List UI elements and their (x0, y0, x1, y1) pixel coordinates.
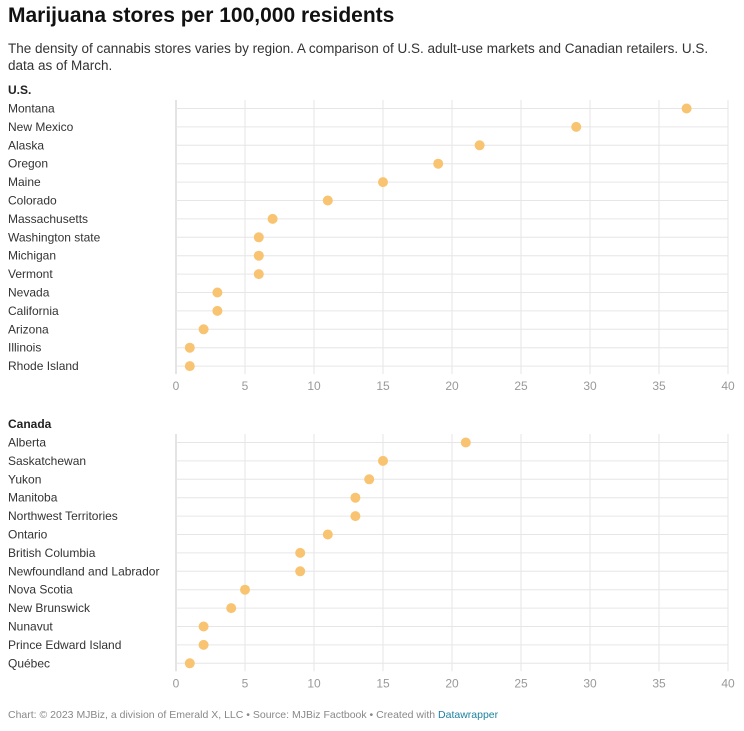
panel-title-canada: Canada (8, 417, 52, 431)
category-label: Newfoundland and Labrador (8, 564, 159, 578)
chart-title: Marijuana stores per 100,000 residents (8, 4, 395, 27)
data-point (253, 250, 264, 261)
data-point (433, 158, 444, 169)
grid-layer (175, 434, 729, 672)
category-label: Oregon (8, 157, 48, 171)
category-label: Yukon (8, 472, 41, 486)
datawrapper-link[interactable]: Datawrapper (438, 709, 499, 721)
data-point (295, 547, 306, 558)
data-point (378, 455, 388, 466)
data-point (350, 492, 361, 503)
category-label: British Columbia (8, 546, 96, 560)
category-label: Manitoba (8, 491, 58, 505)
grid-layer (175, 100, 729, 375)
category-label: Colorado (8, 194, 57, 208)
x-tick-label: 35 (652, 676, 666, 690)
data-point (198, 639, 209, 650)
data-point (322, 195, 333, 206)
x-tick-label: 35 (652, 379, 666, 393)
x-tick-label: 30 (583, 379, 597, 393)
us-dot-plot: 0 5 10 15 20 25 30 35 40 Montana New Mexico Alaska O… (8, 100, 735, 393)
x-tick-label: 10 (307, 676, 321, 690)
category-label: Prince Edward Island (8, 638, 121, 652)
data-point (184, 342, 195, 353)
data-point (322, 529, 333, 540)
chart-footer: Chart: © 2023 MJBiz, a division of Emera… (8, 709, 498, 721)
category-label: Massachusetts (8, 212, 88, 226)
data-point (184, 361, 195, 372)
data-point (253, 269, 264, 280)
x-tick-label: 25 (514, 379, 528, 393)
data-point (198, 621, 209, 632)
category-label: Illinois (8, 341, 41, 355)
category-label: Alberta (8, 436, 46, 450)
data-point (212, 287, 223, 298)
x-tick-label: 0 (173, 379, 180, 393)
x-tick-label: 30 (583, 676, 597, 690)
category-label: Ontario (8, 528, 48, 542)
data-point (364, 474, 375, 485)
category-label: Nunavut (8, 620, 53, 634)
category-label: Maine (8, 175, 41, 189)
category-label: New Brunswick (8, 601, 91, 615)
data-point (212, 305, 223, 316)
data-point (350, 511, 361, 522)
data-point (226, 603, 237, 614)
data-point (378, 177, 388, 188)
x-tick-label: 40 (721, 379, 735, 393)
x-tick-label: 5 (242, 676, 249, 690)
data-point (571, 121, 582, 132)
category-label: Nova Scotia (8, 583, 73, 597)
category-label: Alaska (8, 138, 44, 152)
category-label: Vermont (8, 267, 53, 281)
data-point (460, 437, 471, 448)
canada-dot-plot: 0 5 10 15 20 25 30 35 40 Alberta Saskatchewan Yukon… (8, 434, 735, 690)
x-tick-label: 25 (514, 676, 528, 690)
data-point (295, 566, 306, 577)
data-point (198, 324, 209, 335)
category-label: California (8, 304, 59, 318)
category-label: Montana (8, 102, 55, 116)
data-point (474, 140, 485, 151)
x-tick-label: 15 (376, 379, 390, 393)
data-point (240, 584, 250, 595)
category-label: Northwest Territories (8, 509, 118, 523)
category-label: Washington state (8, 230, 101, 244)
category-label: Arizona (8, 322, 49, 336)
category-label: Michigan (8, 249, 56, 263)
x-tick-label: 0 (173, 676, 180, 690)
category-label: Nevada (8, 286, 50, 300)
footer-credit: Chart: © 2023 MJBiz, a division of Emera… (8, 709, 439, 721)
data-point (267, 213, 278, 224)
category-label: Rhode Island (8, 359, 79, 373)
data-point (184, 658, 195, 669)
category-label: New Mexico (8, 120, 74, 134)
x-tick-label: 5 (242, 379, 249, 393)
x-tick-label: 15 (376, 676, 390, 690)
x-tick-label: 20 (445, 379, 459, 393)
data-point (681, 103, 692, 114)
panel-title-us: U.S. (8, 83, 32, 97)
chart-subtitle: The density of cannabis stores varies by… (8, 41, 709, 73)
category-label: Saskatchewan (8, 454, 86, 468)
data-point (253, 232, 264, 243)
x-tick-label: 20 (445, 676, 459, 690)
category-label: Québec (8, 656, 50, 670)
x-tick-label: 10 (307, 379, 321, 393)
x-tick-label: 40 (721, 676, 735, 690)
